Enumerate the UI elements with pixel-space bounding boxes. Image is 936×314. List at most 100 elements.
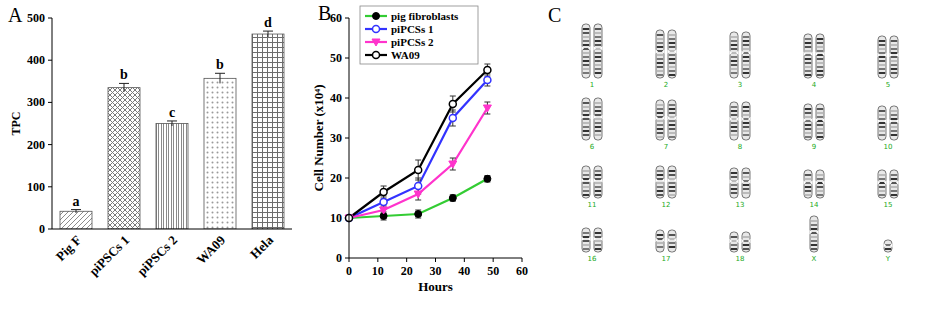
chromosome (656, 230, 665, 252)
chromosome-band (595, 122, 601, 124)
chromosome (810, 216, 819, 252)
annotation: b (216, 57, 224, 72)
chromosome-band (731, 72, 737, 74)
karyotype: 123456789101112131415161718XY (582, 24, 899, 263)
chromosome-body (656, 30, 664, 78)
chromosome-band (731, 122, 737, 124)
chromosome-band (805, 74, 811, 76)
tick-label: 50 (330, 51, 342, 65)
error-bar (71, 210, 81, 213)
chromosome-band (879, 130, 885, 132)
chromosome (804, 104, 813, 140)
chromosome-band (583, 182, 589, 184)
chromosome-band (805, 178, 811, 180)
chromosome-body (804, 170, 812, 198)
chromosome-band (817, 124, 823, 126)
chromosome-band (669, 58, 675, 60)
chromosome-band (595, 244, 601, 246)
centromere (668, 117, 677, 120)
chromosome-band (879, 174, 885, 176)
chromosome-band (669, 112, 675, 114)
chromosome-band (743, 192, 749, 194)
tick (48, 229, 52, 230)
chromosome-band (657, 112, 663, 114)
error-bar (215, 73, 225, 83)
chromosome-band (731, 188, 737, 190)
chromosome-band (805, 174, 811, 176)
chromosome-band (669, 174, 675, 176)
chromosome-band (891, 122, 897, 124)
chromosome-band (669, 136, 675, 138)
chromosome-band (657, 46, 663, 48)
error-bar (484, 64, 490, 76)
chromosome (582, 166, 591, 198)
chromosome-band (583, 248, 589, 250)
tick-label: 40 (458, 264, 470, 278)
chromosome-band (583, 102, 589, 104)
chromosome-band (657, 62, 663, 64)
series-line (349, 70, 487, 218)
chromosome-band (743, 130, 749, 132)
chromosome-band (583, 236, 589, 238)
chromosome-band (595, 118, 601, 120)
chromosome-label: 14 (810, 201, 819, 209)
centromere (742, 118, 751, 121)
chromosome (594, 24, 603, 78)
chromosome (816, 34, 825, 78)
centromere (878, 181, 887, 184)
chromosome-band (657, 182, 663, 184)
chromosome-band (879, 134, 885, 136)
chromosome-band (731, 36, 737, 38)
chromosome-band (657, 74, 663, 76)
panel-label: A (8, 4, 23, 26)
chromosome-band (583, 52, 589, 54)
error-bar (450, 195, 456, 201)
marker (373, 26, 380, 33)
chromosome-body (582, 24, 590, 78)
chromosome-band (731, 126, 737, 128)
chromosome-band (805, 66, 811, 68)
chromosome-band (583, 56, 589, 58)
chromosome-band (731, 114, 737, 116)
series-line (349, 80, 487, 218)
chromosome-band (657, 128, 663, 130)
chromosome-band (657, 194, 663, 196)
tick (435, 258, 436, 262)
chromosome-band (879, 64, 885, 66)
chromosome-band (669, 108, 675, 110)
chromosome (804, 170, 813, 198)
chromosome-band (669, 178, 675, 180)
centromere (804, 52, 813, 55)
plot-area (60, 31, 284, 229)
chromosome-label: 18 (736, 255, 745, 263)
chromosome-band (879, 68, 885, 70)
tick-label: 20 (330, 171, 342, 185)
centromere (668, 179, 677, 182)
chromosome-band (743, 68, 749, 70)
marker (415, 183, 422, 190)
chromosome (742, 168, 751, 198)
chromosome-band (669, 128, 675, 130)
chromosome-band (657, 66, 663, 68)
tick-label: 500 (27, 11, 45, 25)
legend-label: piPCSs 1 (391, 23, 434, 35)
chromosome-band (583, 114, 589, 116)
chromosome-band (817, 38, 823, 40)
chromosome-band (817, 54, 823, 56)
chromosome (816, 170, 825, 198)
chromosome-band (891, 56, 897, 58)
chromosome-band (595, 60, 601, 62)
chromosome-band (595, 248, 601, 250)
tick-label: 60 (516, 264, 528, 278)
chromosome-body (656, 100, 664, 140)
chromosome-band (879, 44, 885, 46)
chromosome-band (583, 44, 589, 46)
chromosome-band (817, 174, 823, 176)
chromosome-band (595, 36, 601, 38)
tick (464, 258, 465, 262)
chromosome-band (891, 186, 897, 188)
chromosome-band (891, 64, 897, 66)
chromosome-band (891, 72, 897, 74)
chromosome-band (879, 126, 885, 128)
legend-box (360, 6, 478, 64)
